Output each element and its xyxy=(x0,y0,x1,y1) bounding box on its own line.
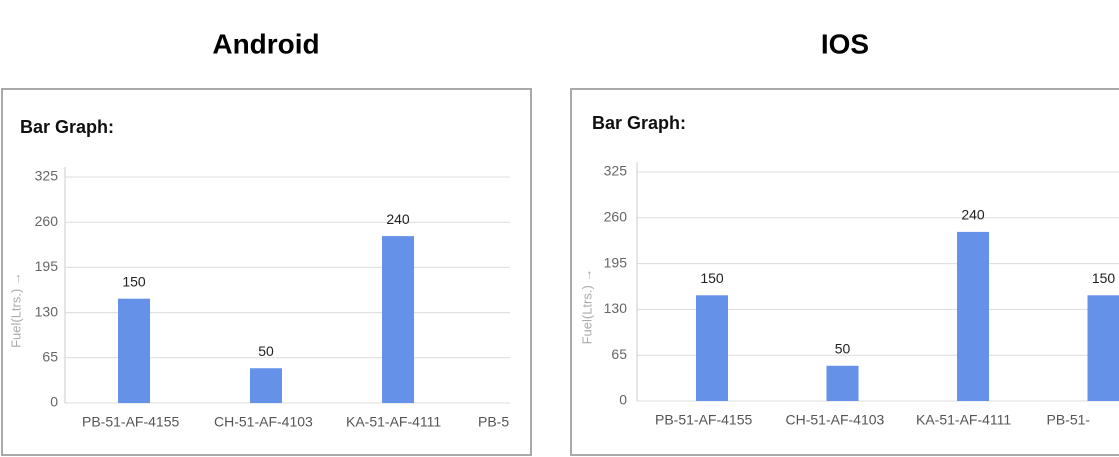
y-tick-label: 260 xyxy=(604,209,628,225)
y-tick-label: 325 xyxy=(35,168,59,184)
x-tick-label: CH-51-AF-4103 xyxy=(214,414,313,430)
chart-title: Bar Graph: xyxy=(592,113,686,133)
bar xyxy=(1087,295,1119,401)
y-axis-label: Fuel(Ltrs.) → xyxy=(579,269,594,345)
y-tick-label: 65 xyxy=(42,349,58,365)
y-tick-label: 195 xyxy=(35,258,59,274)
bar xyxy=(118,298,150,403)
bar xyxy=(957,231,989,401)
y-tick-label: 325 xyxy=(604,163,628,179)
x-tick-label: CH-51-AF-4103 xyxy=(786,412,885,428)
x-tick-label: PB-5 xyxy=(478,414,509,430)
y-tick-label: 130 xyxy=(35,303,59,319)
value-label: 50 xyxy=(835,340,851,356)
value-label: 240 xyxy=(961,207,985,223)
bar xyxy=(696,295,728,401)
x-tick-label: KA-51-AF-4111 xyxy=(916,412,1011,428)
y-tick-label: 0 xyxy=(619,392,627,408)
platform-heading: IOS xyxy=(821,28,869,59)
y-tick-label: 195 xyxy=(604,254,628,270)
y-tick-label: 130 xyxy=(604,300,628,316)
y-tick-label: 65 xyxy=(611,346,627,362)
chart-panel: Android Bar Graph: 0 65 130 195 260 325 Fuel(Ltr… xyxy=(1,28,532,456)
platform-heading: Android xyxy=(212,28,319,59)
value-label: 150 xyxy=(700,270,724,286)
value-label: 150 xyxy=(1092,270,1116,286)
bar xyxy=(382,236,414,403)
x-tick-label: PB-51-AF-4155 xyxy=(82,414,179,430)
y-tick-label: 260 xyxy=(35,213,59,229)
chart-title: Bar Graph: xyxy=(20,117,114,137)
x-tick-label: KA-51-AF-4111 xyxy=(346,414,441,430)
y-axis-label: Fuel(Ltrs.) → xyxy=(8,272,23,348)
value-label: 150 xyxy=(122,273,146,289)
bar xyxy=(826,365,859,401)
y-tick-label: 0 xyxy=(50,394,58,410)
chart-panel: IOS Bar Graph: 0 65 130 195 260 325 Fuel(Ltrs.) … xyxy=(570,28,1119,456)
bar xyxy=(250,368,282,403)
value-label: 240 xyxy=(386,211,410,227)
x-tick-label: PB-51-AF-4155 xyxy=(655,412,752,428)
x-tick-label: PB-51- xyxy=(1047,412,1091,428)
value-label: 50 xyxy=(258,343,274,359)
